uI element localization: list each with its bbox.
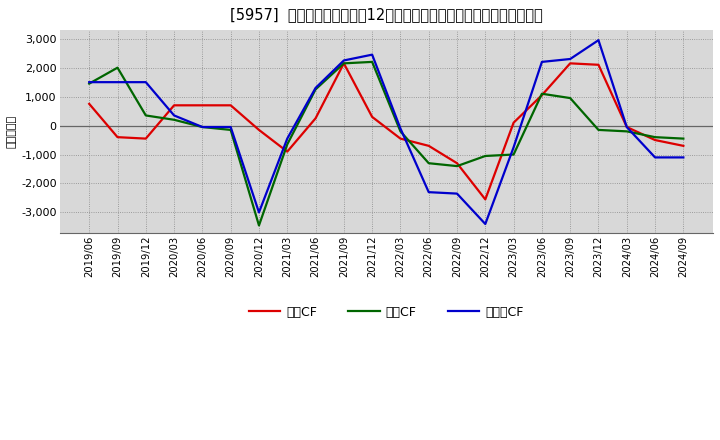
営業CF: [594, 62, 603, 67]
フリーCF: [198, 125, 207, 130]
フリーCF: [113, 80, 122, 85]
投資CF: [481, 153, 490, 158]
フリーCF: [85, 80, 94, 85]
営業CF: [113, 135, 122, 140]
Line: フリーCF: フリーCF: [89, 40, 683, 224]
営業CF: [85, 101, 94, 106]
投資CF: [340, 61, 348, 66]
Line: 投資CF: 投資CF: [89, 62, 683, 225]
Line: 営業CF: 営業CF: [89, 63, 683, 199]
フリーCF: [594, 37, 603, 43]
Y-axis label: （百万円）: （百万円）: [7, 115, 17, 148]
フリーCF: [170, 113, 179, 118]
投資CF: [453, 164, 462, 169]
フリーCF: [679, 155, 688, 160]
投資CF: [170, 117, 179, 122]
投資CF: [255, 223, 264, 228]
投資CF: [226, 127, 235, 132]
営業CF: [142, 136, 150, 141]
投資CF: [538, 91, 546, 96]
営業CF: [170, 103, 179, 108]
投資CF: [142, 113, 150, 118]
フリーCF: [142, 80, 150, 85]
フリーCF: [255, 210, 264, 215]
フリーCF: [651, 155, 660, 160]
フリーCF: [226, 125, 235, 130]
営業CF: [538, 92, 546, 98]
営業CF: [679, 143, 688, 148]
営業CF: [453, 161, 462, 166]
投資CF: [594, 127, 603, 132]
フリーCF: [424, 190, 433, 195]
フリーCF: [368, 52, 377, 57]
投資CF: [311, 87, 320, 92]
投資CF: [85, 81, 94, 86]
投資CF: [651, 135, 660, 140]
営業CF: [396, 136, 405, 141]
営業CF: [226, 103, 235, 108]
営業CF: [368, 114, 377, 120]
営業CF: [311, 116, 320, 121]
フリーCF: [538, 59, 546, 65]
フリーCF: [283, 136, 292, 141]
フリーCF: [311, 85, 320, 91]
フリーCF: [396, 126, 405, 131]
営業CF: [255, 127, 264, 132]
営業CF: [566, 61, 575, 66]
営業CF: [623, 125, 631, 130]
フリーCF: [509, 145, 518, 150]
営業CF: [198, 103, 207, 108]
フリーCF: [566, 56, 575, 62]
投資CF: [424, 161, 433, 166]
フリーCF: [453, 191, 462, 196]
投資CF: [679, 136, 688, 141]
投資CF: [623, 129, 631, 134]
Title: [5957]  キャッシュフローの12か月移動合計の対前年同期増減額の推移: [5957] キャッシュフローの12か月移動合計の対前年同期増減額の推移: [230, 7, 543, 22]
営業CF: [424, 143, 433, 148]
投資CF: [509, 152, 518, 157]
投資CF: [283, 142, 292, 147]
フリーCF: [481, 221, 490, 227]
営業CF: [340, 61, 348, 66]
営業CF: [481, 197, 490, 202]
フリーCF: [340, 58, 348, 63]
フリーCF: [623, 125, 631, 130]
Legend: 営業CF, 投資CF, フリーCF: 営業CF, 投資CF, フリーCF: [244, 301, 529, 324]
営業CF: [651, 137, 660, 143]
投資CF: [368, 59, 377, 65]
営業CF: [509, 120, 518, 125]
営業CF: [283, 149, 292, 154]
投資CF: [396, 129, 405, 134]
投資CF: [113, 65, 122, 70]
投資CF: [566, 95, 575, 101]
投資CF: [198, 125, 207, 130]
